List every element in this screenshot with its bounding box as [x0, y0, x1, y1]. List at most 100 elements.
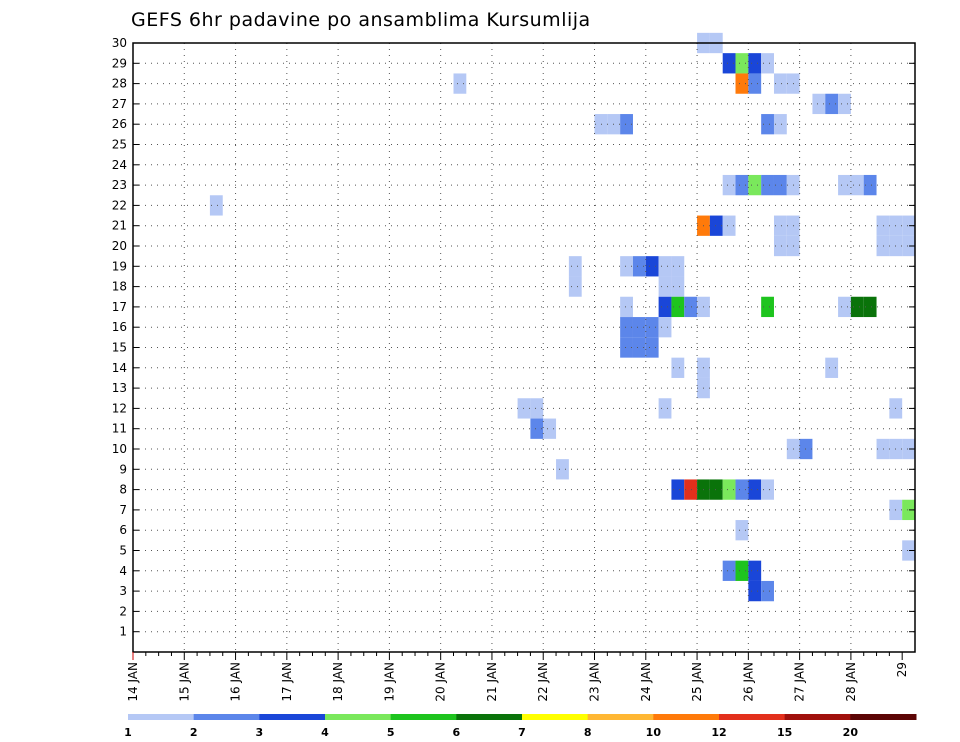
y-tick-label: 4: [119, 564, 127, 578]
heatmap-cell: [850, 296, 864, 318]
y-tick-label: 16: [112, 320, 127, 334]
y-tick-label: 3: [119, 584, 127, 598]
x-tick-label: 17 JAN: [280, 662, 294, 702]
colorbar-label: 10: [646, 726, 662, 739]
heatmap-cell: [709, 215, 723, 236]
heatmap-cell: [658, 256, 672, 277]
heatmap-cell: [761, 296, 774, 318]
colorbar-label: 3: [256, 726, 264, 739]
heatmap-cell: [876, 215, 890, 236]
heatmap-cell: [799, 438, 813, 460]
y-tick-label: 20: [112, 239, 127, 253]
heatmap-cell: [209, 195, 223, 216]
heatmap-cell: [838, 296, 851, 318]
heatmap-cell: [812, 93, 826, 115]
heatmap-cell: [722, 53, 736, 74]
y-tick-label: 29: [112, 56, 127, 70]
colorbar-segment: [456, 714, 523, 720]
heatmap-cell: [658, 317, 672, 338]
x-tick-label: 15 JAN: [177, 662, 191, 702]
y-tick-label: 25: [112, 138, 127, 152]
x-tick-label: 14 JAN: [126, 662, 140, 702]
heatmap-cell: [902, 235, 915, 257]
heatmap-cell: [902, 540, 915, 561]
heatmap-cell: [722, 479, 736, 500]
grid-lines: [133, 42, 915, 652]
y-tick-label: 23: [112, 178, 127, 192]
x-tick-label: 22 JAN: [536, 662, 550, 702]
colorbar-label: 6: [453, 726, 461, 739]
heatmap-cell: [671, 276, 685, 297]
y-tick-label: 9: [119, 462, 127, 476]
heatmap-cell: [748, 479, 762, 500]
y-tick-label: 13: [112, 381, 127, 395]
y-tick-label: 17: [112, 300, 127, 314]
heatmap-cell: [671, 256, 685, 277]
colorbar-label: 7: [518, 726, 526, 739]
heatmap-cells: [209, 32, 915, 602]
heatmap-cell: [876, 438, 890, 460]
colorbar-segment: [522, 714, 589, 720]
colorbar-segment: [719, 714, 786, 720]
colorbar-label: 20: [843, 726, 859, 739]
heatmap-cell: [735, 53, 749, 74]
heatmap-cell: [902, 215, 915, 236]
heatmap-cell: [773, 235, 787, 257]
x-tick-label: 26 JAN: [741, 662, 755, 702]
heatmap-cell: [684, 296, 698, 318]
chart-title: GEFS 6hr padavine po ansamblima Kursumli…: [131, 9, 591, 31]
x-axis: 14 JAN 15 JAN 16 JAN 17 JAN 18 JAN 19 JAN 20 J…: [126, 652, 909, 702]
heatmap-cell: [863, 296, 877, 318]
y-tick-label: 8: [119, 483, 127, 497]
heatmap-cell: [773, 114, 787, 135]
y-tick-label: 30: [112, 36, 127, 50]
y-tick-label: 18: [112, 280, 127, 294]
y-tick-label: 28: [112, 77, 127, 91]
y-tick-label: 14: [112, 361, 127, 375]
heatmap-cell: [671, 357, 685, 378]
heatmap-cell: [722, 174, 736, 196]
heatmap-cell: [863, 174, 877, 196]
y-tick-label: 22: [112, 198, 127, 212]
x-tick-label: 18 JAN: [331, 662, 345, 702]
heatmap-cell: [902, 499, 915, 521]
heatmap-cell: [620, 337, 633, 358]
colorbar-segment: [390, 714, 457, 720]
heatmap-cell: [825, 93, 839, 115]
x-tick-label: 19 JAN: [382, 662, 396, 702]
heatmap-cell: [773, 73, 787, 94]
colorbar-segment: [325, 714, 392, 720]
heatmap-cell: [748, 560, 762, 581]
heatmap-cell: [658, 276, 672, 297]
heatmap-cell: [620, 114, 633, 135]
heatmap-cell: [748, 580, 762, 602]
heatmap-cell: [850, 174, 864, 196]
y-tick-label: 5: [119, 544, 127, 558]
colorbar-segment: [193, 714, 260, 720]
heatmap-cell: [735, 73, 749, 94]
colorbar-segment: [850, 714, 917, 720]
x-tick-label: 20 JAN: [434, 662, 448, 702]
colorbar-segment: [653, 714, 720, 720]
heatmap-cell: [748, 73, 762, 94]
heatmap-cell: [632, 317, 646, 338]
heatmap-cell: [735, 479, 749, 500]
x-tick-label: 25 JAN: [690, 662, 704, 702]
y-tick-label: 7: [119, 503, 127, 517]
heatmap-cell: [902, 438, 915, 460]
heatmap-cell: [773, 215, 787, 236]
heatmap-cell: [838, 93, 851, 115]
heatmap-cell: [620, 256, 633, 277]
heatmap-cell: [735, 174, 749, 196]
heatmap-cell: [530, 418, 544, 439]
heatmap-cell: [722, 215, 736, 236]
heatmap-cell: [735, 560, 749, 581]
heatmap-cell: [645, 256, 659, 277]
colorbar-label: 4: [321, 726, 329, 739]
heatmap-cell: [684, 479, 698, 500]
color-legend: 1 2 3 4 5 6 7 8 10 12 15 20: [124, 714, 917, 739]
colorbar-label: 8: [584, 726, 592, 739]
heatmap-cell: [722, 560, 736, 581]
heatmap-cell: [632, 256, 646, 277]
heatmap-cell: [620, 317, 633, 338]
